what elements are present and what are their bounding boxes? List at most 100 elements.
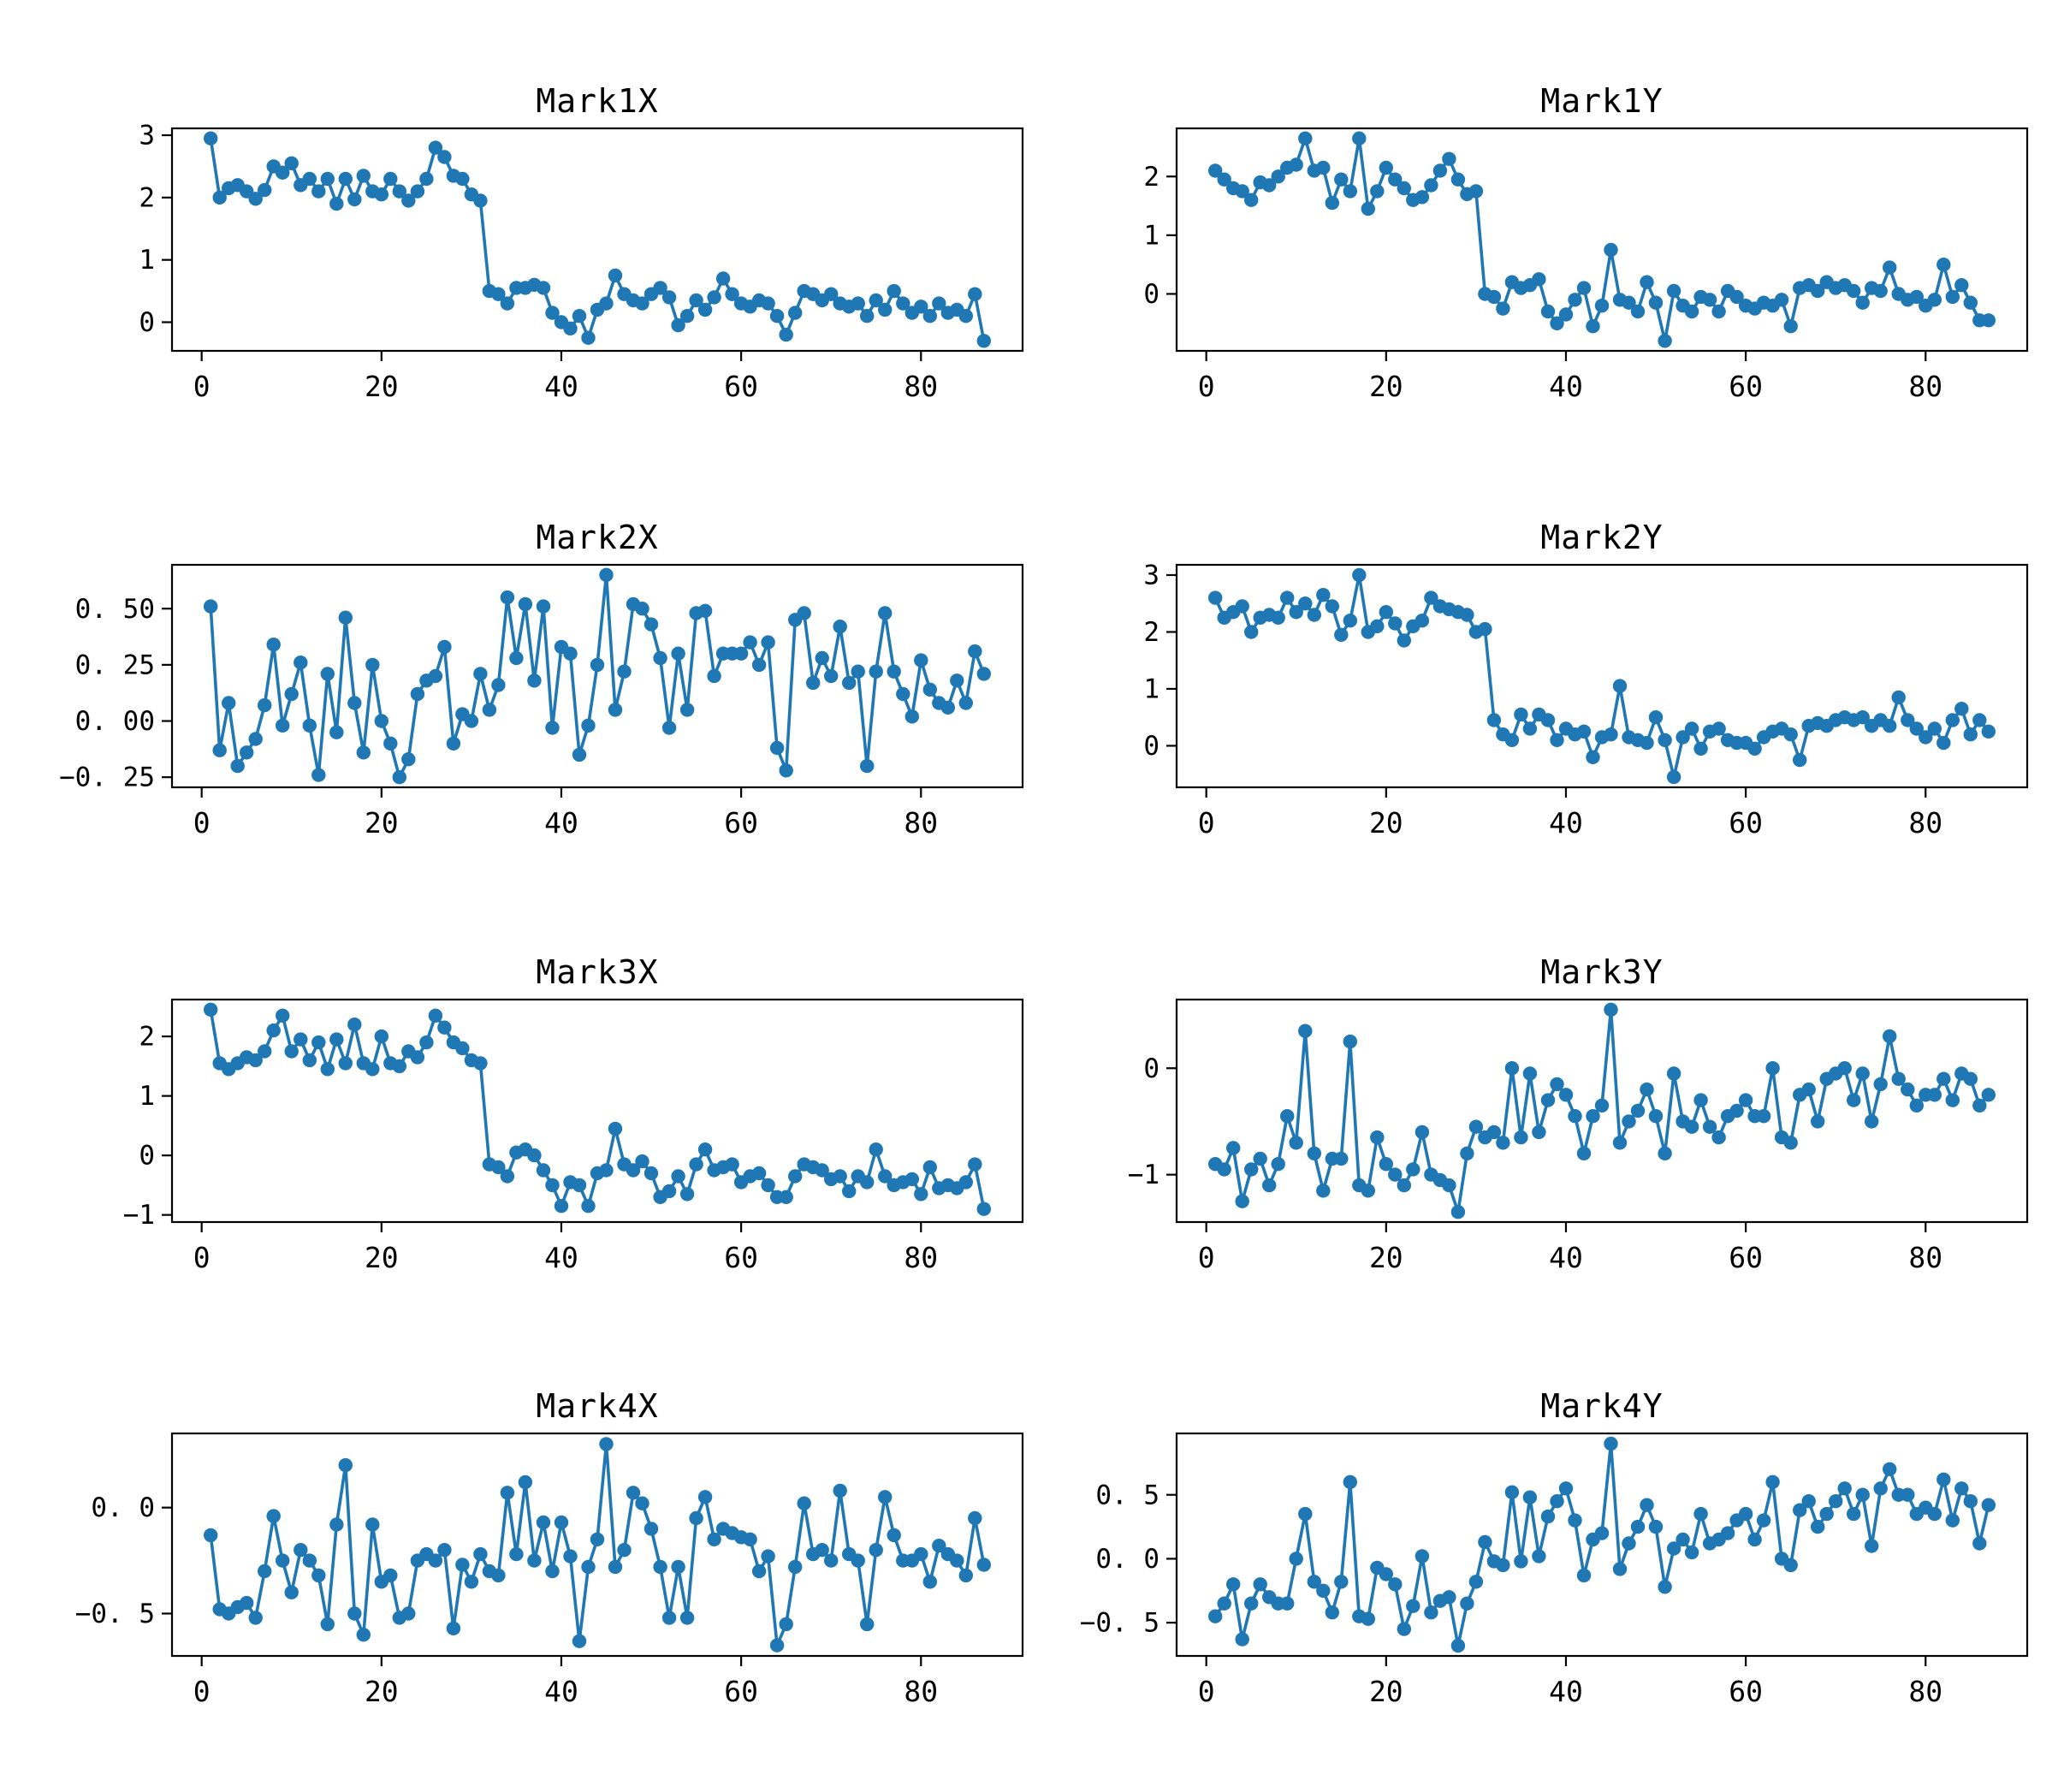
- data-point-icon: [1963, 295, 1978, 310]
- x-tick-label: 20: [365, 806, 399, 840]
- data-point-icon: [248, 192, 263, 206]
- data-point-icon: [958, 1568, 974, 1583]
- data-point-icon: [374, 714, 388, 728]
- data-point-icon: [887, 1528, 901, 1543]
- data-point-icon: [1586, 750, 1600, 764]
- data-point-icon: [1280, 590, 1295, 605]
- data-point-icon: [276, 1008, 290, 1024]
- data-point-icon: [806, 675, 821, 691]
- x-tick-label: 20: [365, 370, 399, 403]
- data-point-icon: [1604, 242, 1618, 258]
- data-point-icon: [1504, 1061, 1520, 1076]
- data-point-icon: [779, 1190, 793, 1205]
- y-tick-label: 1: [139, 1081, 155, 1112]
- data-point-icon: [1415, 1549, 1430, 1564]
- data-point-icon: [697, 302, 713, 317]
- data-point-icon: [545, 306, 560, 320]
- data-point-icon: [1235, 1632, 1249, 1647]
- data-point-icon: [1397, 1178, 1412, 1193]
- data-point-icon: [554, 1515, 569, 1530]
- x-tick-label: 20: [365, 1241, 399, 1274]
- data-point-icon: [860, 758, 875, 774]
- data-point-icon: [1604, 1436, 1618, 1451]
- x-tick-label: 40: [544, 1241, 578, 1274]
- data-point-icon: [1262, 178, 1277, 193]
- data-point-icon: [1612, 1562, 1628, 1576]
- data-point-icon: [1919, 730, 1933, 745]
- data-point-icon: [1244, 1162, 1259, 1177]
- data-point-icon: [1558, 307, 1574, 322]
- data-point-icon: [1658, 1580, 1672, 1594]
- data-point-icon: [258, 182, 272, 198]
- data-point-icon: [527, 673, 542, 688]
- data-point-icon: [679, 1187, 695, 1202]
- data-point-icon: [1954, 278, 1969, 293]
- data-point-icon: [851, 664, 865, 679]
- data-point-icon: [1622, 1536, 1636, 1551]
- data-point-icon: [1711, 304, 1726, 319]
- data-point-icon: [276, 165, 290, 180]
- data-point-icon: [356, 169, 371, 183]
- data-point-icon: [878, 1490, 893, 1504]
- data-point-icon: [761, 635, 775, 650]
- data-point-icon: [697, 603, 713, 618]
- data-point-icon: [824, 668, 839, 684]
- data-point-icon: [617, 1543, 632, 1558]
- data-point-icon: [1783, 319, 1798, 334]
- data-point-icon: [500, 1169, 515, 1184]
- data-point-icon: [276, 1553, 290, 1568]
- data-point-icon: [1397, 633, 1412, 648]
- data-point-icon: [1550, 733, 1564, 747]
- data-point-icon: [1406, 1162, 1420, 1177]
- data-point-icon: [958, 309, 974, 323]
- data-point-icon: [1811, 1519, 1825, 1534]
- data-point-icon: [608, 268, 623, 283]
- data-point-icon: [446, 1621, 461, 1636]
- data-point-icon: [1460, 1146, 1474, 1161]
- data-point-icon: [1936, 1472, 1951, 1487]
- data-point-icon: [1855, 295, 1870, 310]
- data-point-icon: [1370, 619, 1385, 633]
- data-point-icon: [887, 283, 901, 299]
- data-point-icon: [1729, 1103, 1744, 1119]
- data-point-icon: [1343, 614, 1358, 628]
- data-point-icon: [1217, 1596, 1231, 1611]
- axes-box: [170, 1432, 1024, 1658]
- data-point-icon: [788, 1559, 803, 1575]
- data-point-icon: [860, 1617, 875, 1632]
- data-point-icon: [1622, 1114, 1636, 1129]
- data-point-icon: [1352, 567, 1367, 583]
- data-point-icon: [563, 321, 578, 335]
- data-point-icon: [473, 1546, 488, 1562]
- axes-box: [1175, 998, 2029, 1224]
- data-point-icon: [1540, 713, 1556, 727]
- y-tick-label: 0. 5: [1095, 1480, 1160, 1510]
- data-point-icon: [1343, 1034, 1358, 1049]
- data-point-icon: [1271, 169, 1285, 184]
- x-tick-label: 80: [904, 1241, 938, 1274]
- data-point-icon: [302, 1053, 317, 1068]
- data-point-icon: [761, 296, 775, 311]
- data-point-icon: [1793, 1503, 1807, 1517]
- data-point-icon: [428, 1553, 443, 1568]
- data-point-icon: [1316, 160, 1331, 175]
- data-point-icon: [1837, 1061, 1852, 1076]
- data-point-icon: [1720, 1526, 1735, 1540]
- x-tick-label: 40: [1549, 1675, 1583, 1708]
- data-point-icon: [1865, 1114, 1879, 1129]
- data-point-icon: [401, 752, 416, 767]
- data-point-icon: [509, 1546, 524, 1562]
- data-point-icon: [527, 1553, 542, 1568]
- data-point-icon: [1819, 1506, 1834, 1522]
- data-point-icon: [302, 1553, 317, 1568]
- data-point-icon: [311, 1568, 326, 1583]
- subplot-mark1x: 0 1 2 3 0 20 40 60 80: [139, 121, 1024, 403]
- x-tick-label: 60: [1729, 370, 1763, 403]
- data-point-icon: [230, 758, 245, 774]
- x-tick-label: 20: [1369, 370, 1403, 403]
- data-point-icon: [212, 743, 227, 757]
- data-point-icon: [1747, 741, 1762, 756]
- series-markers: [1208, 1436, 1996, 1653]
- data-point-icon: [1981, 313, 1996, 328]
- data-point-icon: [536, 1163, 551, 1178]
